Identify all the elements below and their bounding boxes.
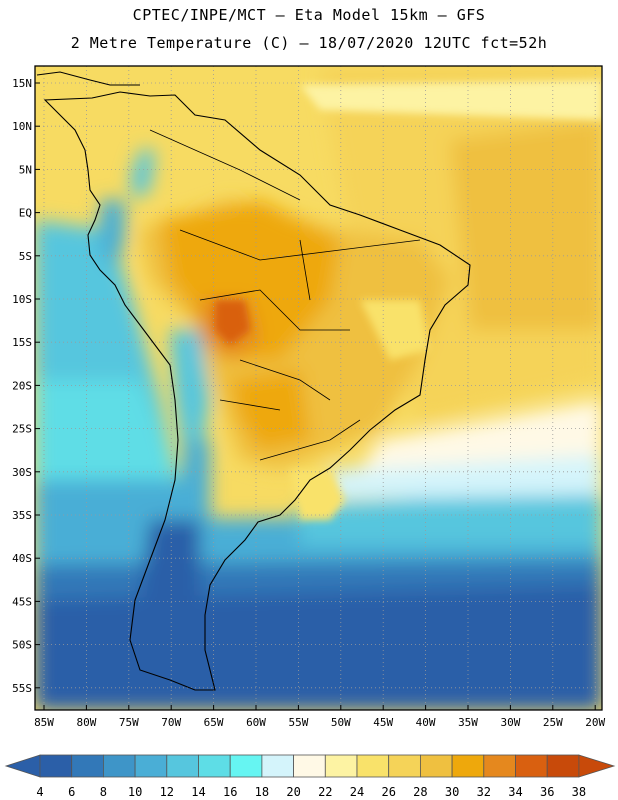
lon-tick-label: 45W — [373, 716, 393, 729]
colorbar-tick-label: 26 — [381, 785, 395, 799]
lat-tick-label: 5N — [19, 163, 32, 176]
colorbar-tick-label: 20 — [286, 785, 300, 799]
colorbar-labels: 4 6 8 10 12 14 16 18 20 22 24 26 28 30 32 34 36 38 — [36, 785, 586, 799]
colorbar-swatch — [261, 754, 294, 778]
colorbar-swatch — [388, 754, 421, 778]
lon-tick-label: 20W — [585, 716, 605, 729]
lat-tick-label: 10S — [12, 293, 32, 306]
colorbar-swatch — [515, 754, 548, 778]
longitude-labels: 85W 80W 75W 70W 65W 60W 55W 50W 45W 40W 35W 30W 25W 2… — [34, 705, 606, 729]
colorbar — [4, 754, 616, 778]
lat-tick-label: 25S — [12, 423, 32, 436]
latitude-labels: 15N 10N 5N EQ 5S 10S 15S 20S 25S 30S 35S 40S 45S 50S 5… — [12, 77, 40, 695]
lon-tick-label: 60W — [246, 716, 266, 729]
colorbar-swatch — [293, 754, 326, 778]
lat-tick-label: 15S — [12, 336, 32, 349]
colorbar-swatch — [103, 754, 136, 778]
colorbar-tick-label: 10 — [128, 785, 142, 799]
colorbar-tick-label: 22 — [318, 785, 332, 799]
lon-tick-label: 25W — [543, 716, 563, 729]
colorbar-swatch — [546, 754, 580, 778]
lat-tick-label: 50S — [12, 639, 32, 652]
colorbar-tick-label: 24 — [350, 785, 364, 799]
colorbar-swatch — [451, 754, 485, 778]
colorbar-swatch — [229, 754, 263, 778]
colorbar-tick-label: 12 — [160, 785, 174, 799]
colorbar-swatch — [419, 754, 453, 778]
lat-tick-label: 20S — [12, 379, 32, 392]
colorbar-tick-label: 4 — [36, 785, 43, 799]
lat-tick-label: EQ — [19, 207, 32, 220]
graticule — [35, 66, 602, 710]
lon-tick-label: 75W — [119, 716, 139, 729]
colorbar-low-arrow — [4, 754, 41, 778]
colorbar-swatch — [324, 754, 358, 778]
colorbar-swatch — [39, 754, 73, 778]
colorbar-swatch — [483, 754, 516, 778]
lon-tick-label: 80W — [76, 716, 96, 729]
lon-tick-label: 65W — [204, 716, 224, 729]
central-america-coast — [36, 71, 140, 86]
lat-tick-label: 30S — [12, 466, 32, 479]
colorbar-tick-label: 36 — [540, 785, 554, 799]
colorbar-tick-label: 14 — [191, 785, 205, 799]
colorbar-swatch — [134, 754, 168, 778]
colorbar-tick-label: 8 — [100, 785, 107, 799]
lon-tick-label: 50W — [331, 716, 351, 729]
colorbar-swatch — [71, 754, 104, 778]
colorbar-tick-label: 32 — [477, 785, 491, 799]
colorbar-swatch — [198, 754, 231, 778]
title-line-1: CPTEC/INPE/MCT – Eta Model 15km – GFS — [132, 6, 486, 24]
lon-tick-label: 35W — [458, 716, 478, 729]
lat-tick-label: 40S — [12, 552, 32, 565]
colorbar-high-arrow — [578, 754, 616, 778]
lat-tick-label: 35S — [12, 509, 32, 522]
lat-tick-label: 5S — [19, 250, 32, 263]
lon-tick-label: 85W — [34, 716, 54, 729]
lon-tick-label: 30W — [500, 716, 520, 729]
lon-tick-label: 55W — [288, 716, 308, 729]
temperature-field — [35, 66, 602, 710]
colorbar-tick-label: 30 — [445, 785, 459, 799]
colorbar-tick-label: 28 — [413, 785, 427, 799]
colorbar-tick-label: 18 — [255, 785, 269, 799]
title-line-2: 2 Metre Temperature (C) – 18/07/2020 12U… — [70, 34, 548, 52]
lon-tick-label: 70W — [161, 716, 181, 729]
country-borders — [149, 129, 421, 461]
colorbar-tick-label: 6 — [68, 785, 75, 799]
lat-tick-label: 15N — [12, 77, 32, 90]
lat-tick-label: 45S — [12, 595, 32, 608]
lat-tick-label: 10N — [12, 120, 32, 133]
colorbar-tick-label: 16 — [223, 785, 237, 799]
lat-tick-label: 55S — [12, 682, 32, 695]
map-frame — [34, 65, 603, 711]
colorbar-swatch — [166, 754, 199, 778]
colorbar-tick-label: 34 — [508, 785, 522, 799]
colorbar-tick-label: 38 — [572, 785, 586, 799]
colorbar-swatch — [356, 754, 390, 778]
coastline — [43, 91, 471, 691]
lon-tick-label: 40W — [416, 716, 436, 729]
